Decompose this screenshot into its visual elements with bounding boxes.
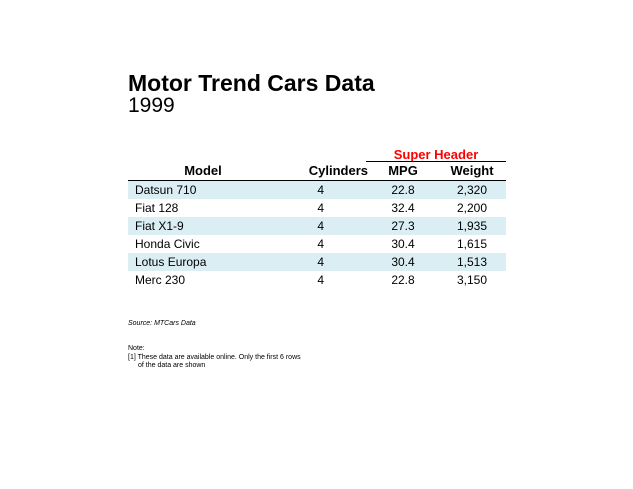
column-header-row: Model Cylinders MPG Weight xyxy=(128,162,506,180)
cell-model: Honda Civic xyxy=(135,237,200,251)
table-title: Motor Trend Cars Data xyxy=(128,70,375,96)
cell-mpg: 30.4 xyxy=(391,255,415,269)
cell-cylinders: 4 xyxy=(317,255,324,269)
super-header-row: Super Header xyxy=(128,146,506,162)
column-header-model: Model xyxy=(184,163,222,178)
table-row: Fiat 128 4 32.4 2,200 xyxy=(128,199,506,217)
column-header-cylinders: Cylinders xyxy=(308,163,368,178)
cell-weight: 1,615 xyxy=(456,237,488,251)
cell-mpg: 32.4 xyxy=(391,201,415,215)
footnote-line-1: [1] These data are available online. Onl… xyxy=(128,354,301,361)
header-rule xyxy=(128,180,506,181)
cell-mpg: 22.8 xyxy=(391,273,415,287)
super-header: Super Header xyxy=(393,147,479,162)
cell-model: Fiat X1-9 xyxy=(135,219,184,233)
cell-model: Datsun 710 xyxy=(135,183,197,197)
column-header-mpg: MPG xyxy=(388,163,418,178)
table-row: Datsun 710 4 22.8 2,320 xyxy=(128,181,506,199)
cell-cylinders: 4 xyxy=(317,273,324,287)
cell-model: Fiat 128 xyxy=(135,201,179,215)
cell-cylinders: 4 xyxy=(317,219,324,233)
cell-model: Lotus Europa xyxy=(135,255,207,269)
table-row: Lotus Europa 4 30.4 1,513 xyxy=(128,253,506,271)
table-row: Fiat X1-9 4 27.3 1,935 xyxy=(128,217,506,235)
super-header-rule xyxy=(366,161,506,162)
cell-weight: 2,200 xyxy=(456,201,488,215)
source-note: Source: MTCars Data xyxy=(128,320,196,327)
table-subtitle: 1999 xyxy=(128,94,175,117)
cell-cylinders: 4 xyxy=(317,237,324,251)
note-label: Note: xyxy=(128,345,145,352)
cell-model: Merc 230 xyxy=(135,273,186,287)
cell-weight: 1,935 xyxy=(456,219,488,233)
table-row: Honda Civic 4 30.4 1,615 xyxy=(128,235,506,253)
cell-weight: 1,513 xyxy=(456,255,488,269)
cell-cylinders: 4 xyxy=(317,183,324,197)
cell-mpg: 30.4 xyxy=(391,237,415,251)
cell-mpg: 22.8 xyxy=(391,183,415,197)
cell-weight: 3,150 xyxy=(456,273,488,287)
cell-weight: 2,320 xyxy=(456,183,488,197)
cell-cylinders: 4 xyxy=(317,201,324,215)
table-row: Merc 230 4 22.8 3,150 xyxy=(128,271,506,289)
cell-mpg: 27.3 xyxy=(391,219,415,233)
data-table: Super Header Model Cylinders MPG Weight … xyxy=(128,146,506,289)
footnote-line-2: of the data are shown xyxy=(138,362,206,369)
column-header-weight: Weight xyxy=(450,163,494,178)
